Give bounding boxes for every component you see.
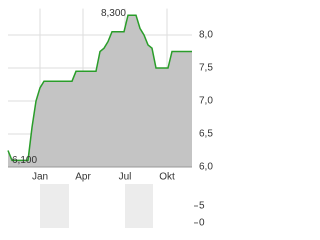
y-tick-label: 7,0 xyxy=(199,96,213,107)
y-tick-label: 6,0 xyxy=(199,162,213,173)
y-tick-label: 0 xyxy=(199,218,205,229)
quarter-band xyxy=(125,184,153,228)
x-tick-label: Apr xyxy=(75,172,91,183)
annotation: 8,300 xyxy=(101,8,126,19)
y-tick-label: 5 xyxy=(199,201,205,212)
price-area xyxy=(8,15,192,168)
x-tick-label: Okt xyxy=(159,172,175,183)
volume-background xyxy=(8,184,192,228)
x-tick-label: Jan xyxy=(32,172,48,183)
y-tick-label: 7,5 xyxy=(199,63,213,74)
y-tick-label: 8,0 xyxy=(199,30,213,41)
y-tick-label: 6,5 xyxy=(199,129,213,140)
stock-chart: 6,0 6,5 7,0 7,5 8,0 Jan Apr Jul Okt 8,300 6,100 5 0 xyxy=(7,8,213,229)
x-tick-label: Jul xyxy=(119,172,132,183)
quarter-band xyxy=(40,184,69,228)
annotation: 6,100 xyxy=(12,155,37,166)
price-line xyxy=(7,14,192,162)
